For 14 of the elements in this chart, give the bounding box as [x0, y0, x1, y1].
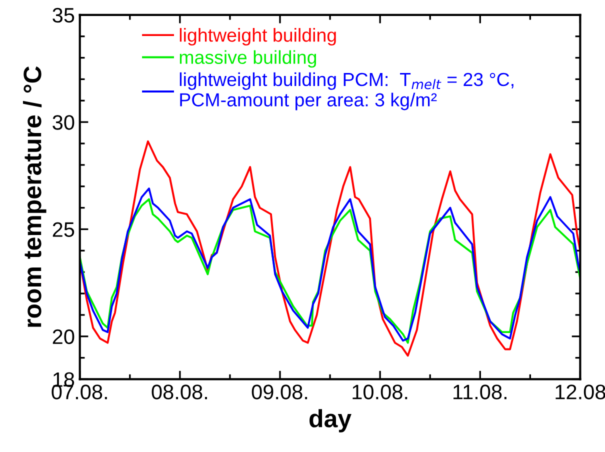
y-axis-title: room temperature / °C	[22, 66, 46, 327]
x-tick-label: 08.08.	[152, 384, 207, 400]
y-tick-label: 20	[52, 329, 74, 344]
legend-label: massive building	[180, 50, 316, 68]
legend-label: lightweight building PCM: T$_{melt}$ = 23 °C, PCM-amount per area: 3 kg/m²	[180, 72, 514, 110]
y-tick-label: 25	[52, 222, 74, 237]
x-tick-label: 12.08	[556, 384, 605, 400]
x-tick-label: 10.08.	[352, 384, 408, 400]
y-tick-label: 30	[52, 115, 74, 130]
x-tick-label: 09.08.	[252, 384, 308, 400]
y-tick-label: 35	[52, 8, 74, 23]
x-axis-title: day	[310, 409, 352, 432]
legend-label: lightweight building	[180, 28, 336, 46]
x-tick-label: 11.08.	[454, 384, 506, 400]
